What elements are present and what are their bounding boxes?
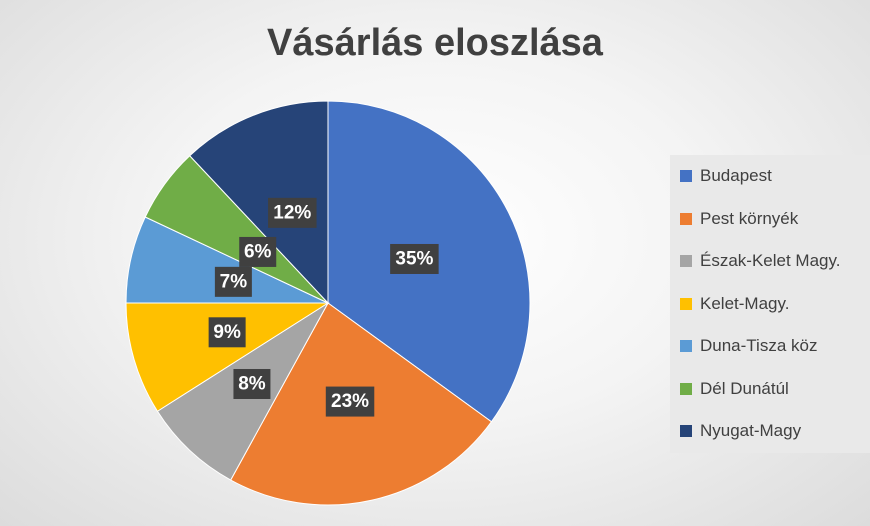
legend-swatch: [680, 255, 692, 267]
legend-label: Észak-Kelet Magy.: [700, 251, 841, 270]
legend-item-del-dunatul: Dél Dunátúl: [680, 378, 789, 400]
data-label-box: [325, 386, 375, 417]
data-label-kelet-magy: 9%: [208, 317, 246, 348]
legend-swatch: [680, 212, 692, 225]
legend-swatch: [680, 425, 692, 437]
legend-swatch: [680, 382, 692, 395]
pie-slice-kelet-magy: [125, 302, 330, 412]
data-label-box: [208, 317, 246, 348]
legend-label: Budapest: [700, 166, 772, 185]
svg-text:7%: 7%: [220, 271, 248, 292]
svg-text:6%: 6%: [244, 241, 272, 262]
legend-label: Duna-Tisza köz: [700, 336, 818, 355]
legend-label: Nyugat-Magy: [700, 421, 802, 440]
legend-item-nyugat-magy: Nyugat-Magy: [680, 420, 801, 442]
data-label-del-dunatul: 6%: [239, 236, 277, 267]
data-label-box: [239, 236, 277, 267]
legend-swatch: [680, 340, 692, 352]
data-label-pest-kornyek: 23%: [325, 386, 375, 417]
data-label-box: [233, 368, 271, 399]
pie-slice-nyugat-magy: [189, 100, 329, 305]
legend-label: Pest környék: [700, 208, 799, 228]
data-label-duna-tisza-koz: 7%: [214, 266, 252, 297]
legend-item-budapest: Budapest: [680, 165, 772, 187]
legend-swatch: [680, 170, 692, 182]
svg-text:8%: 8%: [238, 373, 266, 394]
legend-label: Dél Dunátúl: [700, 378, 789, 398]
legend-label: Kelet-Magy.: [700, 293, 790, 313]
svg-text:12%: 12%: [273, 202, 311, 223]
data-label-budapest: 35%: [390, 243, 439, 274]
legend-swatch: [680, 297, 692, 310]
svg-text:9%: 9%: [213, 322, 241, 343]
data-label-eszak-kelet-magy: 8%: [233, 368, 271, 399]
data-label-nyugat-magy: 12%: [268, 197, 317, 228]
chart-title: Vásárlás eloszlása: [267, 22, 603, 64]
legend-item-duna-tisza-koz: Duna-Tisza köz: [680, 335, 817, 357]
legend-item-pest-kornyek: Pest környék: [680, 208, 798, 230]
data-label-box: [268, 197, 317, 228]
legend-item-kelet-magy: Kelet-Magy.: [680, 293, 789, 315]
svg-text:35%: 35%: [395, 248, 433, 269]
data-label-box: [390, 243, 439, 274]
data-label-box: [214, 266, 252, 297]
legend: Budapest Pest környék Észak-Kelet Magy. Kel…: [670, 155, 870, 453]
svg-text:23%: 23%: [331, 391, 369, 412]
legend-item-eszak-kelet-magy: Észak-Kelet Magy.: [680, 250, 840, 272]
